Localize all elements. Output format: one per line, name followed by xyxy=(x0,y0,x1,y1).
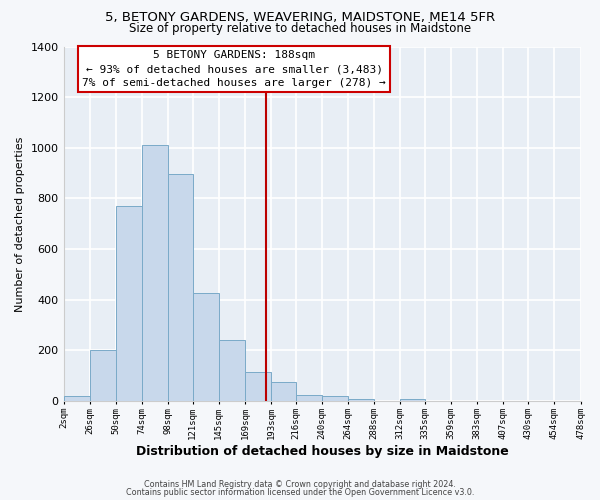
Bar xyxy=(142,146,168,401)
Bar xyxy=(168,174,193,401)
Bar xyxy=(89,350,116,401)
Bar xyxy=(64,396,89,401)
Text: 5 BETONY GARDENS: 188sqm
← 93% of detached houses are smaller (3,483)
7% of semi: 5 BETONY GARDENS: 188sqm ← 93% of detach… xyxy=(82,50,386,88)
Bar xyxy=(193,294,219,401)
Bar xyxy=(400,398,425,401)
Text: Contains HM Land Registry data © Crown copyright and database right 2024.: Contains HM Land Registry data © Crown c… xyxy=(144,480,456,489)
Text: Contains public sector information licensed under the Open Government Licence v3: Contains public sector information licen… xyxy=(126,488,474,497)
Bar xyxy=(296,395,322,401)
Bar xyxy=(219,340,245,401)
Text: 5, BETONY GARDENS, WEAVERING, MAIDSTONE, ME14 5FR: 5, BETONY GARDENS, WEAVERING, MAIDSTONE,… xyxy=(105,11,495,24)
Bar xyxy=(348,398,374,401)
Bar xyxy=(116,206,142,401)
Bar xyxy=(322,396,348,401)
Bar xyxy=(271,382,296,401)
Bar xyxy=(245,372,271,401)
Y-axis label: Number of detached properties: Number of detached properties xyxy=(15,136,25,312)
Text: Size of property relative to detached houses in Maidstone: Size of property relative to detached ho… xyxy=(129,22,471,35)
X-axis label: Distribution of detached houses by size in Maidstone: Distribution of detached houses by size … xyxy=(136,444,508,458)
